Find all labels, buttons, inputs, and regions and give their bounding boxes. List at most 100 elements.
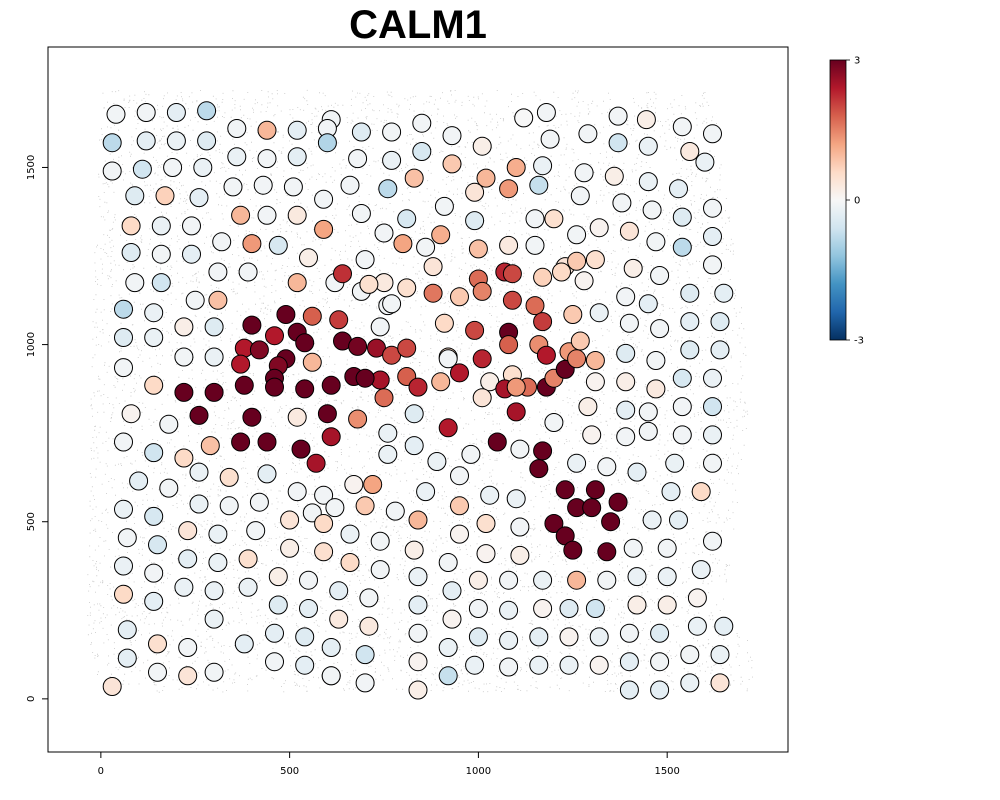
data-point [608,492,628,512]
data-point [638,402,658,422]
data-point [317,133,337,153]
data-point [616,287,636,307]
data-point [114,432,133,452]
data-point [616,400,636,420]
data-point [344,475,364,494]
data-point [533,267,553,287]
data-point [510,545,530,565]
data-point [714,283,734,303]
data-point [465,211,485,231]
data-point [148,634,167,654]
data-point [378,179,398,199]
data-point [585,599,605,618]
data-point [370,531,390,551]
data-point [646,351,666,370]
data-point [287,407,307,427]
data-point [302,352,322,372]
data-point [423,283,443,303]
data-point [525,296,545,316]
data-point [163,158,183,177]
data-point [125,186,145,206]
data-point [442,609,462,629]
data-point [680,645,700,665]
data-point [144,328,164,347]
data-point [121,216,141,236]
data-point [687,616,707,636]
data-point [348,409,368,429]
x-axis: 0 500 1000 1500 [98,752,680,777]
data-point [627,567,647,587]
data-point [329,581,349,601]
data-point [514,108,534,128]
data-point [672,425,692,445]
data-point [710,645,730,665]
data-point [438,666,458,686]
data-point [102,133,122,153]
data-point [612,193,632,213]
data-point [408,623,428,643]
data-point [487,432,507,452]
data-point [431,372,451,392]
data-point [295,627,315,647]
data-point [238,262,258,282]
data-point [299,248,318,268]
data-point [166,131,186,151]
data-point [200,436,220,456]
data-point [438,349,458,369]
data-point [627,462,647,482]
data-point [408,510,428,530]
data-point [627,595,647,615]
data-point [404,436,424,456]
data-point [559,599,579,618]
data-point [499,179,519,199]
data-point [597,457,617,477]
data-point [404,404,424,424]
data-point [249,340,269,360]
data-point [570,331,590,351]
data-point [408,377,428,397]
data-point [499,657,519,677]
data-point [268,567,288,587]
data-point [204,317,224,337]
data-point [585,250,605,270]
data-point [257,432,277,452]
data-point [499,570,519,590]
data-point [314,485,334,505]
data-point [174,382,194,402]
data-point [348,336,368,356]
data-point [665,453,685,473]
y-tick-label: 1000 [26,332,37,357]
data-point [295,655,315,675]
data-point [646,232,666,252]
data-point [242,234,262,254]
data-point [476,168,496,188]
data-point [125,273,145,293]
data-point [287,482,307,502]
data-point [408,567,428,587]
data-point [450,287,469,307]
data-point [197,101,217,121]
data-point [174,347,194,367]
data-point [650,266,670,285]
data-point [242,315,262,335]
data-point [265,377,284,397]
data-point [182,244,201,264]
y-tick-label: 500 [26,512,37,531]
data-point [582,425,602,445]
data-point [672,207,692,227]
data-point [178,549,198,569]
data-point [151,216,171,236]
data-point [616,427,636,447]
data-point [510,439,530,459]
data-point [246,521,266,541]
data-point [480,485,500,505]
x-tick-label: 500 [280,766,299,777]
data-point [468,570,488,590]
data-point [465,182,485,202]
data-point [114,499,133,519]
data-point [431,225,451,245]
data-point [404,540,424,560]
data-point [370,317,390,337]
data-point [703,425,722,445]
